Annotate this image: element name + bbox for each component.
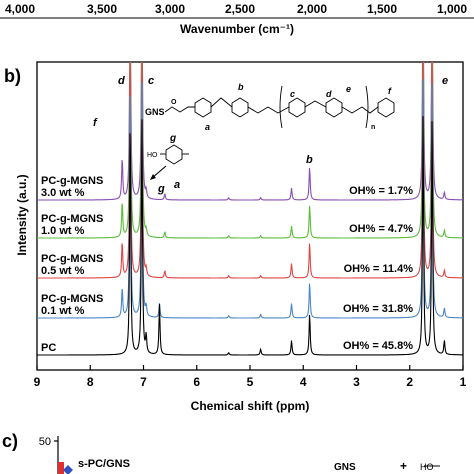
structure-label: GNS xyxy=(145,107,165,117)
peak-label-c: c xyxy=(148,75,154,87)
x-tick-label: 7 xyxy=(140,375,147,389)
series-label: PC xyxy=(41,342,56,354)
x-tick-label: 9 xyxy=(34,375,41,389)
x-tick-label: 3 xyxy=(353,375,360,389)
inset-label-g: g xyxy=(169,133,176,144)
series-label: PC-g-MGNS xyxy=(41,253,103,265)
legend-marker-red xyxy=(58,462,64,474)
chemical-structure xyxy=(164,85,395,129)
legend-marker-blue xyxy=(63,465,73,474)
series-label: PC-g-MGNS xyxy=(41,293,103,305)
peak-label-b: b xyxy=(306,154,313,166)
structure-label: b xyxy=(238,82,244,92)
spectrum-trace xyxy=(37,79,463,319)
x-tick-label: 1 xyxy=(460,375,467,389)
panel-c-ytick: 50 xyxy=(39,436,51,448)
wavenumber-axis-label: Wavenumber (cm⁻¹) xyxy=(180,22,294,36)
spectrum-trace xyxy=(37,62,463,239)
oh-percent-label: OH% = 31.8% xyxy=(343,303,413,315)
wavenumber-tick-label: 1,000 xyxy=(437,2,467,16)
structure-label: f xyxy=(388,86,392,96)
scheme-gns: GNS xyxy=(334,462,356,473)
wavenumber-tick-label: 3,000 xyxy=(155,2,185,16)
wavenumber-axis: 4,000 3,500 3,000 2,500 2,000 1,500 1,000 xyxy=(0,2,474,19)
spectrum-trace xyxy=(37,116,463,356)
spectrum-trace xyxy=(37,62,463,201)
x-tick-label: 6 xyxy=(193,375,200,389)
oh-percent-label: OH% = 1.7% xyxy=(349,185,413,197)
peak-label-a: a xyxy=(174,179,180,191)
structure-label: a xyxy=(205,122,210,132)
wavenumber-tick-label: 2,000 xyxy=(297,2,327,16)
oh-percent-label: OH% = 45.8% xyxy=(343,340,413,352)
series-label: 0.1 wt % xyxy=(41,305,85,317)
x-tick-label: 8 xyxy=(87,375,94,389)
panel-c-label: c) xyxy=(2,431,18,451)
structure-label: e xyxy=(346,84,351,94)
series-label: PC-g-MGNS xyxy=(41,175,103,187)
series-label: PC-g-MGNS xyxy=(41,213,103,225)
oh-percent-label: OH% = 4.7% xyxy=(349,223,413,235)
series-label: 1.0 wt % xyxy=(41,225,85,237)
inset-label-ho: HO xyxy=(147,152,158,159)
structure-label: n xyxy=(371,124,375,131)
structure-label: d xyxy=(326,89,332,99)
series-label: 3.0 wt % xyxy=(41,187,85,199)
scheme-ho: HO xyxy=(420,462,434,472)
oh-percent-label: OH% = 11.4% xyxy=(344,263,414,275)
wavenumber-tick-label: 4,000 xyxy=(5,2,35,16)
y-axis-label: Intensity (a.u.) xyxy=(15,174,29,255)
x-tick-label: 4 xyxy=(300,375,307,389)
x-tick-label: 2 xyxy=(406,375,413,389)
structure-label: O xyxy=(171,99,177,106)
scheme-plus: + xyxy=(400,459,407,473)
x-tick-label: 5 xyxy=(247,375,254,389)
chemical-shift-axis: 9 8 7 6 5 4 3 2 1 xyxy=(34,365,467,389)
wavenumber-tick-label: 3,500 xyxy=(87,2,117,16)
peak-label-e: e xyxy=(442,75,448,87)
spectra-group xyxy=(37,62,463,356)
peak-label-d: d xyxy=(118,75,125,87)
wavenumber-tick-label: 2,500 xyxy=(225,2,255,16)
panel-c-legend: s-PC/GNS xyxy=(78,458,130,470)
wavenumber-tick-label: 1,500 xyxy=(367,2,397,16)
panel-c: 50 s-PC/GNS GNS + HO xyxy=(39,436,440,474)
peak-label-f: f xyxy=(93,117,98,129)
series-label: 0.5 wt % xyxy=(41,265,85,277)
structure-label: c xyxy=(290,89,295,99)
spectrum-trace xyxy=(37,62,463,279)
x-axis-label: Chemical shift (ppm) xyxy=(191,399,310,413)
panel-b-label: b) xyxy=(4,66,21,86)
end-group-inset xyxy=(150,144,189,180)
peak-label-g: g xyxy=(157,183,165,195)
